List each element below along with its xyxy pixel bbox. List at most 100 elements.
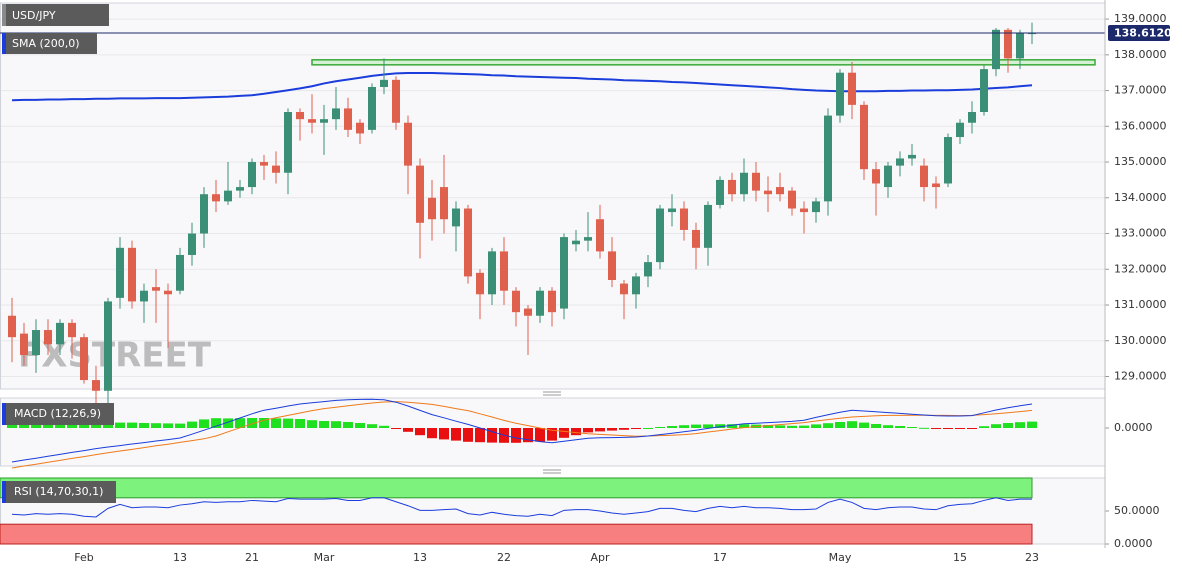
candle-body <box>944 137 952 184</box>
histogram-bar <box>307 420 317 428</box>
x-tick-label: 13 <box>173 551 187 564</box>
y-tick-label: 133.0000 <box>1114 227 1167 240</box>
candle-body <box>212 194 220 202</box>
histogram-bar <box>643 428 653 429</box>
candle-body <box>272 165 280 173</box>
candle-body <box>476 272 484 295</box>
candle-body <box>116 247 124 298</box>
histogram-bar <box>679 425 689 428</box>
histogram-bar <box>247 418 257 428</box>
histogram-bar <box>295 419 305 428</box>
macd-legend: MACD (12,26,9) <box>2 403 114 425</box>
candle-body <box>44 330 52 345</box>
histogram-bar <box>127 422 137 428</box>
histogram-bar <box>811 424 821 428</box>
histogram-bar <box>583 428 593 433</box>
candle-body <box>500 251 508 291</box>
candle-body <box>248 162 256 188</box>
histogram-bar <box>175 423 185 428</box>
overbought-band <box>0 477 1033 499</box>
rsi-legend: RSI (14,70,30,1) <box>2 481 116 503</box>
candle-body <box>356 122 364 134</box>
x-tick-label: 17 <box>713 551 727 564</box>
histogram-bar <box>847 421 857 428</box>
legend-box <box>2 33 97 54</box>
candle-body <box>908 154 916 159</box>
histogram-bar <box>871 424 881 428</box>
candle-body <box>812 201 820 213</box>
x-tick-label: 21 <box>245 551 259 564</box>
histogram-bar <box>823 423 833 428</box>
histogram-bar <box>223 418 233 428</box>
histogram-bar <box>559 428 569 438</box>
candle-body <box>152 287 160 291</box>
candle-body <box>284 112 292 173</box>
candle-body <box>224 190 232 202</box>
histogram-bar <box>211 418 221 428</box>
candle-body <box>452 208 460 227</box>
candle-body <box>1016 33 1024 59</box>
candle-body <box>728 179 736 195</box>
histogram-bar <box>571 428 581 436</box>
x-tick-label: Feb <box>74 551 93 564</box>
candle-body <box>572 240 580 245</box>
histogram-bar <box>739 424 749 428</box>
histogram-bar <box>655 427 665 428</box>
candle-body <box>644 262 652 277</box>
candle-body <box>20 333 28 356</box>
candle-body <box>536 290 544 316</box>
histogram-bar <box>523 428 533 443</box>
histogram-bar <box>367 424 377 428</box>
y-tick-label: 132.0000 <box>1114 262 1167 275</box>
histogram-bar <box>151 423 161 428</box>
histogram-bar <box>535 428 545 442</box>
legend-box <box>2 403 114 425</box>
legend-entry: SMA (200,0) <box>12 37 80 50</box>
candle-body <box>68 322 76 338</box>
sma-line <box>11 72 1033 102</box>
legend-title: USD/JPY <box>12 9 56 22</box>
histogram-bar <box>943 428 953 429</box>
last-price-box <box>1108 24 1170 41</box>
candle-body <box>752 172 760 191</box>
signal-line <box>11 401 1033 469</box>
candle-body <box>1028 33 1036 35</box>
candle-body <box>440 187 448 220</box>
candle-body <box>8 315 16 338</box>
candle-body <box>896 158 904 166</box>
histogram-bar <box>235 418 245 428</box>
histogram-bar <box>475 428 485 443</box>
candle-body <box>932 183 940 188</box>
candle-body <box>584 237 592 241</box>
candle-body <box>680 208 688 230</box>
candle-body <box>860 104 868 170</box>
histogram-bar <box>487 428 497 443</box>
y-tick-label: 130.0000 <box>1114 334 1167 347</box>
histogram-bar <box>199 419 209 428</box>
candle-body <box>764 190 772 195</box>
histogram-bar <box>439 428 449 440</box>
histogram-bar <box>103 422 113 428</box>
candle-body <box>488 251 496 295</box>
histogram-bar <box>955 428 965 429</box>
legend-box <box>2 481 116 503</box>
legend-swatch <box>2 4 6 26</box>
panel-handle <box>543 391 561 474</box>
y-tick-label: 0.0000 <box>1114 421 1153 434</box>
candle-body <box>368 86 376 130</box>
candle-body <box>620 283 628 295</box>
candle-body <box>524 308 532 316</box>
y-tick-label: 135.0000 <box>1114 155 1167 168</box>
x-tick-label: 13 <box>413 551 427 564</box>
candle-body <box>512 290 520 313</box>
candle-body <box>140 290 148 302</box>
macd-line <box>11 398 1033 463</box>
candle-body <box>428 197 436 220</box>
histogram-bar <box>283 418 293 428</box>
candle-body <box>692 229 700 248</box>
histogram-bar <box>271 418 281 428</box>
candle-body <box>32 330 40 356</box>
oversold-band <box>0 523 1033 545</box>
